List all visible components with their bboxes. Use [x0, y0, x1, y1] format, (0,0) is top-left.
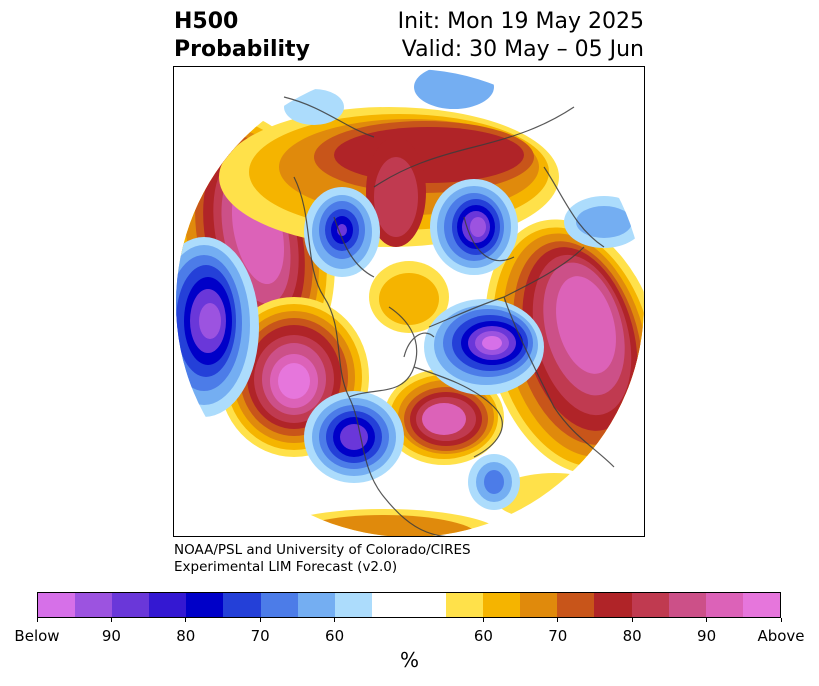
colorbar-tick-label: 70	[548, 627, 568, 645]
map-frame	[173, 66, 645, 537]
colorbar-segment	[186, 593, 224, 617]
colorbar-segment	[371, 593, 409, 617]
colorbar-segment	[38, 593, 76, 617]
title-quantity: Probability	[174, 37, 310, 62]
colorbar-segment	[446, 593, 484, 617]
below-normal-alaska	[304, 187, 380, 277]
colorbar-tick	[631, 618, 633, 622]
title-left: H500 Probability	[174, 8, 310, 64]
colorbar-segment	[668, 593, 706, 617]
colorbar-segment	[594, 593, 632, 617]
colorbar-ticks: Below 90 80 70 60 60 70 80 90 Above	[0, 618, 819, 648]
init-date: Init: Mon 19 May 2025	[397, 9, 644, 34]
colorbar-segment	[149, 593, 187, 617]
colorbar-tick-label: Below	[14, 627, 60, 645]
credit-line-1: NOAA/PSL and University of Colorado/CIRE…	[174, 542, 471, 558]
below-normal-scandinavia	[430, 179, 518, 275]
colorbar-tick-label: 80	[176, 627, 196, 645]
colorbar-tick	[557, 618, 559, 622]
colorbar-tick	[780, 618, 782, 622]
credit-line-2: Experimental LIM Forecast (v2.0)	[174, 559, 398, 575]
colorbar-tick	[36, 618, 38, 622]
above-normal-east-center	[369, 261, 449, 333]
colorbar-tick-label: 60	[325, 627, 345, 645]
colorbar-tick-label: 90	[101, 627, 121, 645]
probability-map	[176, 69, 644, 536]
colorbar-segment	[408, 593, 447, 617]
colorbar-tick	[334, 618, 336, 622]
colorbar-segment	[631, 593, 669, 617]
colorbar-segment	[520, 593, 558, 617]
below-normal-central	[424, 299, 544, 395]
colorbar-segment	[742, 593, 780, 617]
colorbar-unit: %	[399, 648, 419, 672]
coastlines	[283, 96, 615, 536]
colorbar-tick-label: Above	[757, 627, 805, 645]
valid-range: Valid: 30 May – 05 Jun	[401, 37, 644, 62]
contour-layer	[176, 69, 644, 536]
above-normal-mediterranean	[384, 369, 504, 465]
credit: NOAA/PSL and University of Colorado/CIRE…	[174, 542, 471, 576]
colorbar-tick	[706, 618, 708, 622]
colorbar-segment	[75, 593, 113, 617]
colorbar-tick-label: 80	[622, 627, 642, 645]
colorbar-segment	[297, 593, 335, 617]
colorbar	[37, 592, 781, 618]
below-normal-pacific	[176, 237, 259, 417]
colorbar-segment	[260, 593, 298, 617]
title-variable: H500	[174, 9, 239, 34]
colorbar-tick	[482, 618, 484, 622]
colorbar-tick-label: 90	[697, 627, 717, 645]
colorbar-segment	[223, 593, 261, 617]
colorbar-tick	[259, 618, 261, 622]
colorbar-segment	[705, 593, 743, 617]
colorbar-segment	[112, 593, 150, 617]
colorbar-tick	[185, 618, 187, 622]
below-normal-southwest	[304, 391, 404, 483]
colorbar-segment	[334, 593, 372, 617]
title-right: Init: Mon 19 May 2025 Valid: 30 May – 05…	[398, 8, 644, 64]
colorbar-tick-label: 70	[250, 627, 270, 645]
colorbar-segment	[483, 593, 521, 617]
colorbar-segment	[557, 593, 595, 617]
colorbar-tick-label: 60	[473, 627, 493, 645]
colorbar-tick	[110, 618, 112, 622]
